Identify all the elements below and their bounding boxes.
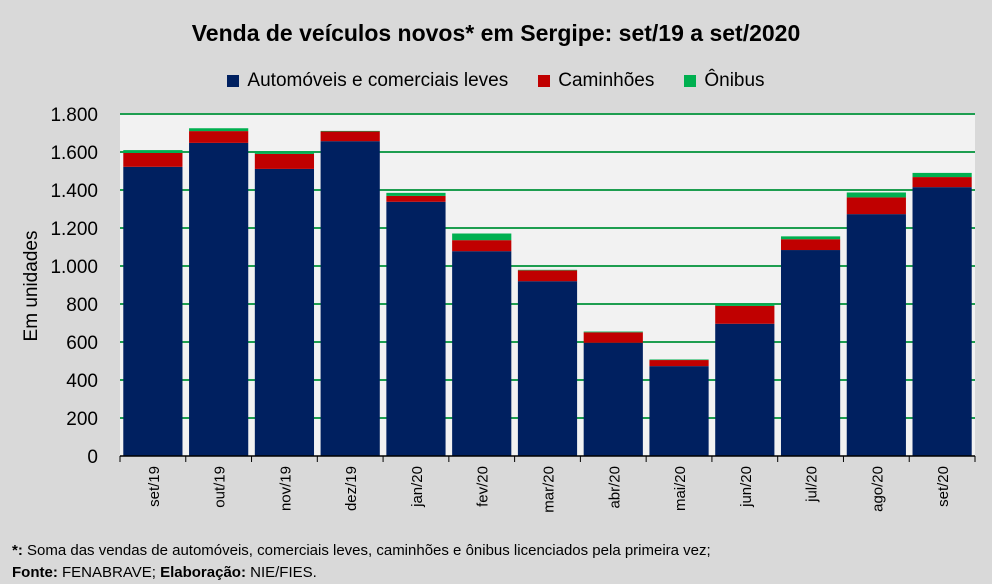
bar-caminhoes: [846, 197, 906, 215]
bar-automoveis: [912, 187, 972, 456]
x-tick-label: dez/19: [343, 466, 360, 511]
source-label: Fonte:: [12, 564, 58, 581]
footnote-marker: *:: [12, 542, 23, 559]
bar-onibus: [780, 236, 841, 240]
bar-caminhoes: [386, 195, 446, 202]
bar-onibus: [846, 192, 906, 198]
y-tick-label: 1.600: [50, 143, 98, 164]
bar-onibus: [320, 130, 380, 132]
bar-onibus: [715, 303, 775, 306]
bar-onibus: [517, 269, 578, 271]
legend-label: Automóveis e comerciais leves: [247, 70, 509, 91]
bar-onibus: [189, 128, 249, 132]
bar-automoveis: [254, 168, 315, 456]
footnote-text: Soma das vendas de automóveis, comerciai…: [22, 542, 711, 559]
bar-caminhoes: [912, 177, 972, 188]
y-tick-label: 600: [66, 333, 98, 354]
x-tick-label: out/19: [212, 466, 229, 508]
bar-onibus: [386, 192, 446, 196]
x-tick-label: nov/19: [277, 466, 294, 511]
legend-item-automoveis: Automóveis e comerciais leves: [227, 70, 508, 92]
bar-onibus: [649, 359, 709, 361]
x-tick-label: mar/20: [541, 466, 558, 513]
x-tick-label: jun/20: [738, 466, 755, 508]
legend-item-onibus: Ônibus: [684, 70, 765, 92]
bar-caminhoes: [320, 131, 380, 142]
bar-caminhoes: [649, 360, 709, 367]
legend-swatch: [227, 75, 240, 87]
bar-caminhoes: [517, 270, 578, 282]
source-text: FENABRAVE;: [57, 564, 161, 581]
y-tick-label: 0: [87, 447, 98, 468]
bar-automoveis: [715, 323, 775, 456]
legend: Automóveis e comerciais leves Caminhões …: [0, 70, 992, 92]
y-tick-label: 800: [66, 295, 98, 316]
bar-onibus: [254, 151, 315, 154]
footnotes: *: Soma das vendas de automóveis, comerc…: [12, 540, 711, 584]
chart-title: Venda de veículos novos* em Sergipe: set…: [191, 20, 801, 46]
x-tick-label: jan/20: [409, 466, 426, 508]
bar-caminhoes: [189, 131, 249, 143]
bar-automoveis: [452, 251, 512, 456]
y-tick-label: 200: [66, 409, 98, 430]
bar-automoveis: [649, 366, 709, 456]
y-tick-label: 1.000: [50, 257, 98, 278]
bar-caminhoes: [583, 332, 643, 343]
bar-automoveis: [517, 281, 578, 456]
bar-caminhoes: [254, 153, 315, 169]
bar-automoveis: [583, 342, 643, 456]
x-tick-label: fev/20: [475, 466, 492, 507]
bar-onibus: [912, 172, 972, 178]
y-tick-label: 1.800: [50, 105, 98, 126]
x-tick-label: abr/20: [606, 466, 623, 509]
bar-automoveis: [123, 166, 183, 456]
bar-automoveis: [386, 201, 446, 456]
bar-caminhoes: [715, 305, 775, 324]
bar-automoveis: [780, 250, 841, 456]
bar-onibus: [123, 150, 183, 153]
y-tick-label: 1.400: [50, 181, 98, 202]
x-tick-label: mai/20: [672, 466, 689, 511]
y-tick-label: 1.200: [50, 219, 98, 240]
bar-onibus: [452, 233, 512, 241]
x-tick-label: set/20: [935, 466, 952, 507]
legend-swatch: [684, 75, 697, 87]
bar-automoveis: [320, 141, 380, 457]
elaboration-text: NIE/FIES.: [245, 564, 317, 581]
footnote-2: Fonte: FENABRAVE; Elaboração: NIE/FIES.: [12, 562, 711, 584]
x-tick-label: jul/20: [804, 466, 821, 503]
bar-caminhoes: [452, 240, 512, 252]
elaboration-label: Elaboração:: [160, 564, 246, 581]
legend-label: Ônibus: [704, 70, 765, 91]
y-tick-label: 400: [66, 371, 98, 392]
bar-onibus: [583, 331, 643, 333]
bar-automoveis: [846, 214, 906, 456]
legend-item-caminhoes: Caminhões: [538, 70, 654, 92]
legend-swatch: [538, 75, 551, 87]
bar-automoveis: [189, 142, 249, 456]
bar-caminhoes: [123, 152, 183, 167]
legend-label: Caminhões: [558, 70, 655, 91]
x-tick-label: set/19: [146, 466, 163, 507]
x-tick-label: ago/20: [869, 466, 886, 512]
bar-caminhoes: [780, 239, 841, 251]
footnote-1: *: Soma das vendas de automóveis, comerc…: [12, 540, 711, 562]
